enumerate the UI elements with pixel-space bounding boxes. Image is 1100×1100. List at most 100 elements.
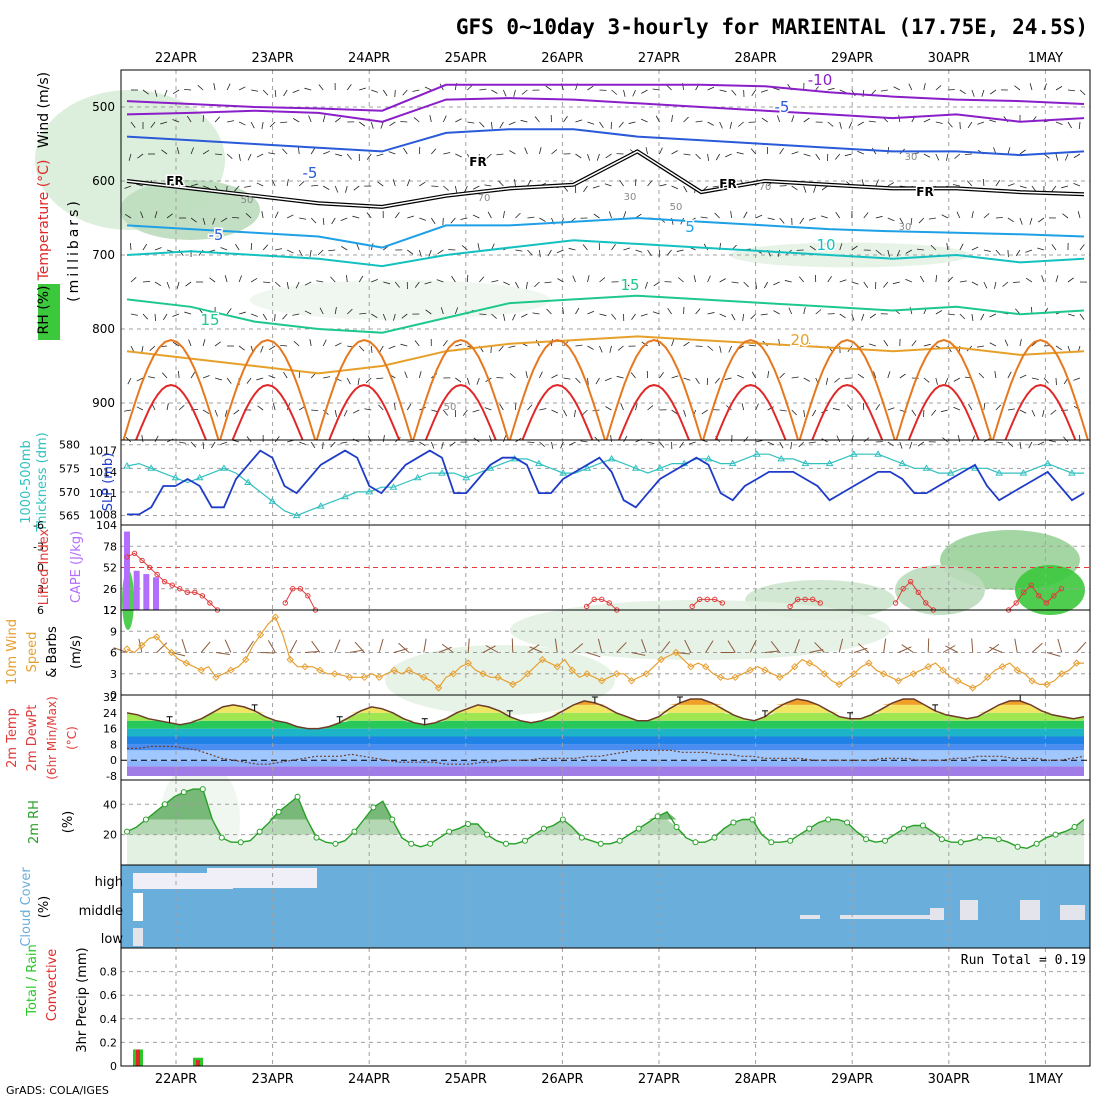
wind-barb xyxy=(731,281,739,284)
li-tick: 0 xyxy=(37,562,44,575)
wind-speed-marker xyxy=(865,659,873,667)
wind-barb xyxy=(197,85,204,91)
wind-barb-10m xyxy=(727,640,736,653)
wind-barb xyxy=(1067,277,1074,283)
axis-label-lifted-index: Lifted Index xyxy=(37,528,52,605)
wind-barb xyxy=(623,281,630,287)
wind-speed-marker xyxy=(464,659,473,667)
wind-barb xyxy=(160,121,168,125)
wind-barb xyxy=(238,153,241,161)
thickness-marker xyxy=(753,450,761,457)
wind-barb xyxy=(659,184,667,187)
wind-barb xyxy=(238,275,242,283)
wind-barb xyxy=(573,409,576,417)
wind-barb xyxy=(250,121,255,129)
temp-band xyxy=(127,720,1084,729)
wind-speed-marker xyxy=(790,662,799,671)
lifted-index-marker xyxy=(719,600,725,606)
wind-barb xyxy=(388,151,396,155)
wind-barb xyxy=(683,116,689,123)
wind-barb xyxy=(508,121,516,126)
wind-speed-marker xyxy=(672,648,680,657)
wind-barb xyxy=(371,279,378,283)
wind-barb xyxy=(454,307,459,315)
lifted-index-marker xyxy=(689,603,695,610)
wind-barb xyxy=(803,153,811,157)
rh-label: 70 xyxy=(478,193,491,204)
wind-barb xyxy=(211,441,216,449)
freezing-line-inner xyxy=(126,150,1085,208)
wind-barb xyxy=(343,409,348,417)
temp-tick: 24 xyxy=(103,707,117,720)
wind-barb xyxy=(593,213,600,219)
thickness-marker xyxy=(462,473,471,481)
wind-barb xyxy=(130,121,136,128)
wind-barb xyxy=(292,313,300,316)
wind-barb xyxy=(190,441,197,448)
wind-barb xyxy=(647,405,654,411)
wind-speed-marker xyxy=(954,677,962,685)
wind-barb xyxy=(472,214,480,219)
wind-barb xyxy=(953,377,961,382)
wind-barb xyxy=(364,408,372,411)
wind-barb xyxy=(563,409,568,417)
axis-label-celsius: (°C) xyxy=(65,726,79,750)
wind-barb xyxy=(623,89,626,97)
axis-label-barbs: & Barbs xyxy=(45,626,60,678)
wind-barb xyxy=(909,441,913,449)
wind-barb xyxy=(512,313,516,321)
wind-barb xyxy=(454,185,458,193)
wind-speed-marker xyxy=(731,673,740,682)
lifted-index-marker xyxy=(177,586,183,592)
wind-barb xyxy=(644,281,648,289)
wind-barb xyxy=(539,408,547,411)
wind-barb xyxy=(623,247,631,251)
wind-barb xyxy=(587,377,589,385)
wind-barb xyxy=(322,217,325,226)
wind-barb xyxy=(371,313,378,318)
wind-barb xyxy=(851,313,855,321)
wind-barb xyxy=(839,89,847,94)
wind-barb xyxy=(707,86,715,91)
wind-barb xyxy=(365,377,372,384)
thickness-marker xyxy=(946,469,955,476)
wind-barb xyxy=(941,214,949,219)
wind-barb xyxy=(1079,89,1086,96)
wind-barb xyxy=(803,185,807,193)
wind-barb xyxy=(130,313,138,316)
wind-barb xyxy=(719,313,727,318)
thickness-marker xyxy=(195,473,204,481)
wind-barb xyxy=(322,339,327,347)
rh-marker xyxy=(863,836,870,843)
wind-barb-10m xyxy=(631,652,646,656)
cloud-clear-middle xyxy=(133,893,143,921)
wind-barb xyxy=(330,276,336,283)
wind-barb xyxy=(513,89,516,97)
wind-barb xyxy=(582,409,588,416)
wind-speed-marker xyxy=(345,673,354,682)
wind-barb xyxy=(835,153,841,160)
wind-barb xyxy=(946,243,949,251)
wind-speed-marker xyxy=(123,645,131,653)
isotherm-p20 xyxy=(126,335,1085,375)
wind-barb xyxy=(887,249,890,257)
wind-speed-marker xyxy=(924,662,932,671)
wind-barb xyxy=(701,409,708,415)
wind-barb xyxy=(989,119,997,123)
wind-barb xyxy=(419,217,427,221)
wind-barb xyxy=(412,89,420,92)
wind-barb xyxy=(1042,409,1045,417)
wind-barb xyxy=(250,313,258,317)
wind-barb xyxy=(256,182,264,187)
wind-barb xyxy=(214,377,222,381)
wind-speed-marker xyxy=(612,670,621,678)
precip-convective-bar xyxy=(136,1049,140,1066)
wind-barb xyxy=(887,441,894,447)
wind-barb xyxy=(930,244,937,251)
wind-barb xyxy=(1043,83,1047,91)
wind-barb xyxy=(318,84,324,91)
wind-barb-10m xyxy=(267,640,276,653)
cape-bar xyxy=(153,577,159,610)
wind-barb xyxy=(430,441,435,449)
wind-barb xyxy=(359,121,366,127)
